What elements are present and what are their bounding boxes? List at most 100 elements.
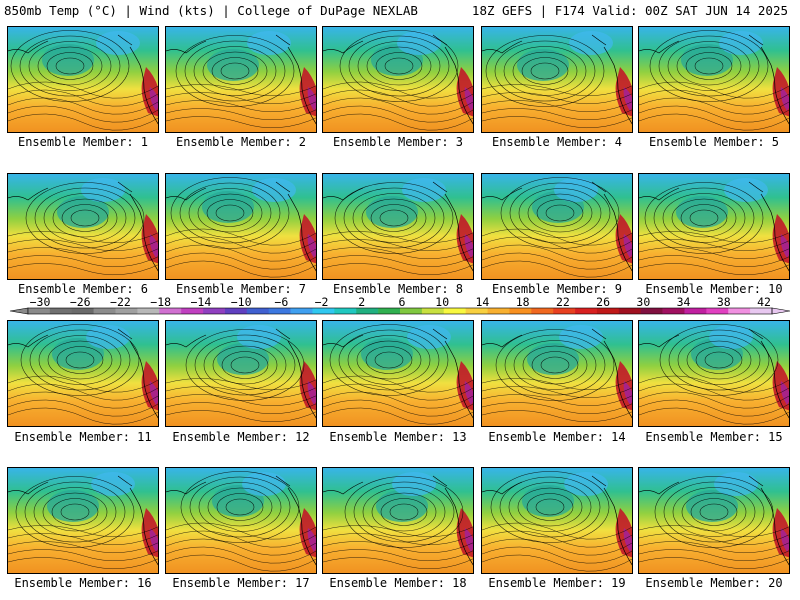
temperature-field-map xyxy=(482,174,632,279)
ensemble-member-label: Ensemble Member: 15 xyxy=(645,430,783,444)
colorbar-swatch xyxy=(553,308,576,314)
ensemble-map-panel xyxy=(165,173,317,280)
temperature-field-map xyxy=(8,321,158,426)
temperature-field-map xyxy=(323,174,473,279)
colorbar-swatch xyxy=(137,308,160,314)
colorbar-swatch xyxy=(28,308,51,314)
ensemble-map-panel xyxy=(165,26,317,133)
colorbar-swatch xyxy=(290,308,313,314)
colorbar-swatch xyxy=(400,308,423,314)
colorbar-tick-label: 22 xyxy=(556,297,570,309)
colorbar-tick-label: −2 xyxy=(315,297,329,309)
temperature-field-map xyxy=(639,27,789,132)
ensemble-map-panel xyxy=(638,173,790,280)
ensemble-map-panel xyxy=(7,320,159,427)
colorbar-swatch xyxy=(465,308,488,314)
ensemble-map-panel xyxy=(638,26,790,133)
colorbar-swatch xyxy=(246,308,270,314)
temperature-field-map xyxy=(323,27,473,132)
temperature-field-map xyxy=(8,27,158,132)
ensemble-map-panel xyxy=(638,320,790,427)
colorbar-swatch xyxy=(662,308,685,314)
ensemble-map-panel xyxy=(165,467,317,574)
ensemble-member-label: Ensemble Member: 8 xyxy=(332,282,464,296)
ensemble-map-panel xyxy=(638,467,790,574)
colorbar-swatch xyxy=(487,308,510,314)
colorbar-tick-label: −6 xyxy=(274,297,288,309)
colorbar-swatch xyxy=(421,308,445,314)
ensemble-member-label: Ensemble Member: 17 xyxy=(172,576,310,590)
colorbar-tick-label: 42 xyxy=(757,297,771,309)
colorbar-swatch xyxy=(596,308,620,314)
colorbar-tick-label: −18 xyxy=(150,297,171,309)
ensemble-member-label: Ensemble Member: 12 xyxy=(172,430,310,444)
ensemble-member-label: Ensemble Member: 2 xyxy=(175,135,307,149)
colorbar-swatch xyxy=(443,308,466,314)
ensemble-map-panel xyxy=(322,320,474,427)
colorbar-swatch xyxy=(618,308,642,314)
colorbar-swatch xyxy=(224,308,248,314)
ensemble-map-panel xyxy=(481,467,633,574)
colorbar-left-arrow xyxy=(9,307,29,315)
ensemble-map-panel xyxy=(322,173,474,280)
colorbar-right-arrow xyxy=(771,307,791,315)
ensemble-member-label: Ensemble Member: 19 xyxy=(488,576,626,590)
colorbar-tick-label: −22 xyxy=(110,297,131,309)
ensemble-member-label: Ensemble Member: 6 xyxy=(17,282,149,296)
ensemble-member-label: Ensemble Member: 4 xyxy=(491,135,623,149)
temperature-field-map xyxy=(166,174,316,279)
temperature-field-map xyxy=(639,321,789,426)
colorbar-swatch xyxy=(356,308,379,314)
colorbar-swatch xyxy=(312,308,335,314)
ensemble-map-panel xyxy=(322,26,474,133)
colorbar-swatch xyxy=(203,308,226,314)
temperature-field-map xyxy=(8,468,158,573)
ensemble-member-label: Ensemble Member: 10 xyxy=(645,282,783,296)
temperature-field-map xyxy=(482,321,632,426)
ensemble-member-label: Ensemble Member: 3 xyxy=(332,135,464,149)
colorbar-tick-label: −10 xyxy=(231,297,252,309)
colorbar-tick-label: 14 xyxy=(476,297,490,309)
temperature-field-map xyxy=(8,174,158,279)
temperature-field-map xyxy=(323,468,473,573)
temperature-field-map xyxy=(166,27,316,132)
ensemble-member-label: Ensemble Member: 1 xyxy=(17,135,149,149)
colorbar-tick-label: 18 xyxy=(516,297,530,309)
ensemble-map-panel xyxy=(7,173,159,280)
colorbar-tick-label: −30 xyxy=(30,297,51,309)
ensemble-member-label: Ensemble Member: 11 xyxy=(14,430,152,444)
colorbar-tick-label: 10 xyxy=(435,297,449,309)
colorbar-swatch xyxy=(684,308,707,314)
ensemble-map-panel xyxy=(322,467,474,574)
ensemble-member-label: Ensemble Member: 14 xyxy=(488,430,626,444)
ensemble-map-panel xyxy=(165,320,317,427)
colorbar-swatch xyxy=(728,308,751,314)
temperature-colorbar: −30 −26 −22 −18 −14 −10 −6 −2 2 6 10 14 18 22 26 30 34 38… xyxy=(9,297,791,315)
colorbar-swatch xyxy=(575,308,598,314)
colorbar-tick-label: −14 xyxy=(190,297,211,309)
ensemble-map-panel xyxy=(481,320,633,427)
colorbar-swatch xyxy=(268,308,291,314)
colorbar-swatch xyxy=(706,308,729,314)
temperature-field-map xyxy=(166,468,316,573)
ensemble-member-label: Ensemble Member: 9 xyxy=(491,282,623,296)
temperature-field-map xyxy=(639,174,789,279)
colorbar-tick-label: 26 xyxy=(596,297,610,309)
colorbar-swatch xyxy=(159,308,182,314)
temperature-field-map xyxy=(639,468,789,573)
colorbar-swatch xyxy=(750,308,773,314)
ensemble-member-label: Ensemble Member: 16 xyxy=(14,576,152,590)
ensemble-member-label: Ensemble Member: 18 xyxy=(329,576,467,590)
colorbar-swatch xyxy=(181,308,204,314)
colorbar-tick-label: 34 xyxy=(677,297,691,309)
ensemble-member-label: Ensemble Member: 5 xyxy=(648,135,780,149)
ensemble-member-label: Ensemble Member: 7 xyxy=(175,282,307,296)
ensemble-map-panel xyxy=(7,26,159,133)
colorbar-tick-label: 38 xyxy=(717,297,731,309)
colorbar-swatch xyxy=(378,308,401,314)
colorbar-tick-label: −26 xyxy=(70,297,91,309)
product-title: 850mb Temp (°C) | Wind (kts) | College o… xyxy=(4,3,418,18)
temperature-field-map xyxy=(482,468,632,573)
ensemble-map-panel xyxy=(481,173,633,280)
colorbar-swatch xyxy=(71,308,94,314)
